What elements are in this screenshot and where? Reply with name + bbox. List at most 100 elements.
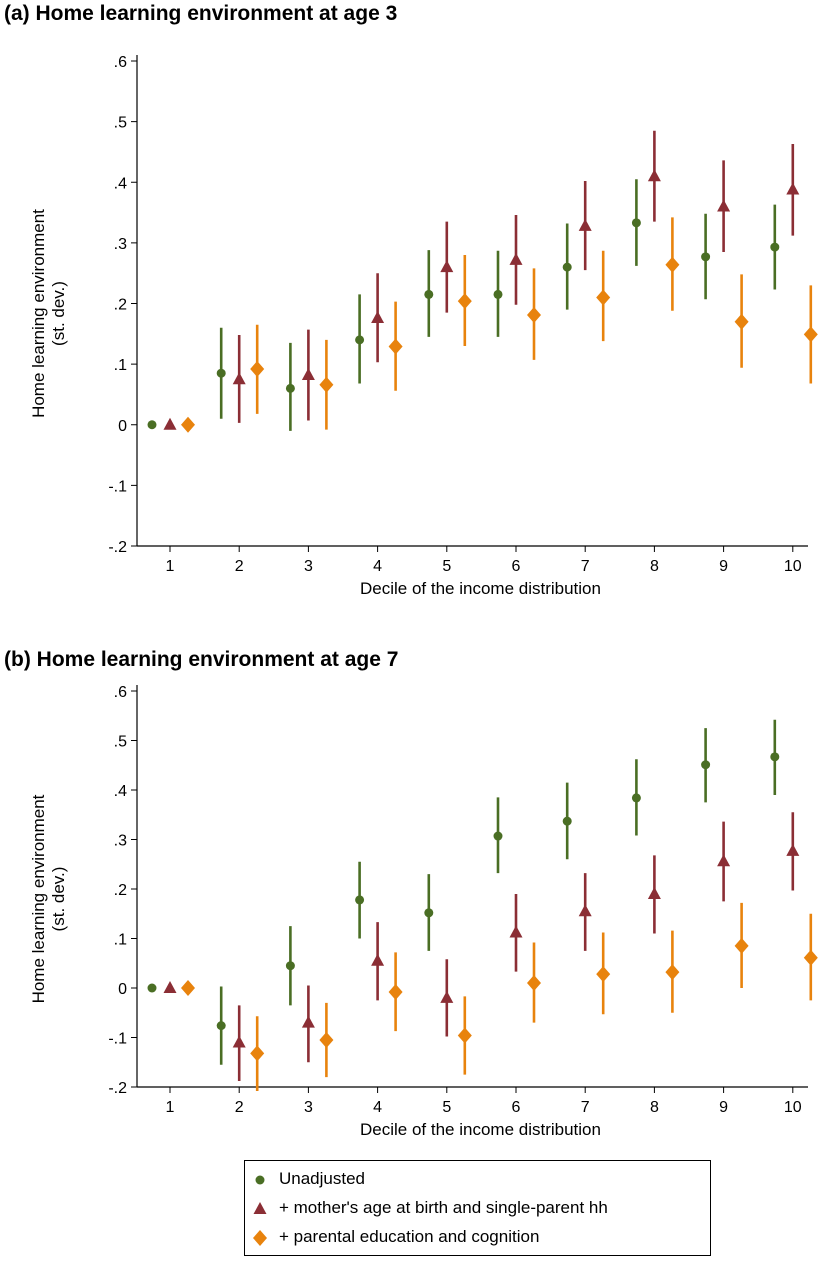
x-tick-label: 3 — [304, 558, 313, 575]
y-axis-label: (st. dev.) — [49, 281, 68, 346]
y-tick-label: -.1 — [108, 1031, 127, 1048]
y-tick-label: -.2 — [108, 1080, 127, 1097]
data-point — [147, 420, 157, 430]
data-point — [631, 793, 641, 803]
series-unadjusted — [147, 719, 780, 1065]
y-tick-label: .5 — [114, 115, 127, 132]
x-tick-label: 1 — [166, 558, 175, 575]
data-point — [355, 895, 365, 905]
data-point — [285, 961, 295, 971]
legend-item-unadjusted: Unadjusted — [245, 1167, 710, 1193]
data-point — [232, 1035, 246, 1048]
data-point — [163, 417, 177, 430]
y-tick-label: .2 — [114, 297, 127, 314]
chart-panel-a: -.2 -.1 0 .1 .2 .3 .4 .5 .6 1 2 3 4 5 6 7 8 9 10 Decile of … — [29, 54, 818, 598]
y-tick-label: .1 — [114, 932, 127, 949]
series-unadjusted — [147, 179, 780, 431]
series-mother — [163, 812, 800, 1082]
x-tick-label: 2 — [235, 558, 244, 575]
series-mother — [163, 130, 800, 430]
data-point — [181, 980, 195, 996]
legend-label: + parental education and cognition — [279, 1227, 540, 1246]
y-tick-label: .4 — [114, 783, 127, 800]
y-tick-label: -.2 — [108, 539, 127, 556]
data-point — [493, 831, 503, 841]
data-point — [371, 953, 385, 966]
triangle-marker-icon — [253, 1202, 267, 1214]
x-tick-label: 2 — [235, 1099, 244, 1116]
y-tick-label: 0 — [118, 418, 127, 435]
data-point — [701, 760, 711, 770]
data-point — [578, 218, 592, 231]
y-axis-label: (st. dev.) — [49, 867, 68, 932]
y-tick-label: -.1 — [108, 478, 127, 495]
data-point — [665, 256, 680, 273]
data-point — [440, 260, 454, 273]
y-tick-label: .4 — [114, 175, 127, 192]
legend-item-parental: + parental education and cognition — [245, 1225, 710, 1251]
x-tick-label: 8 — [650, 1099, 659, 1116]
data-point — [734, 937, 749, 954]
data-point — [578, 904, 592, 917]
data-point — [803, 949, 818, 966]
data-point — [355, 335, 365, 345]
x-tick-label: 9 — [719, 558, 728, 575]
series-parental — [181, 902, 818, 1091]
y-tick-label: .2 — [114, 882, 127, 899]
y-tick-label: .1 — [114, 357, 127, 374]
panel-a-title: (a) Home learning environment at age 3 — [4, 2, 398, 25]
chart-panel-b: -.2 -.1 0 .1 .2 .3 .4 .5 .6 1 2 3 4 5 6 7 8 9 10 Decile of … — [29, 684, 818, 1139]
y-tick-label: .6 — [114, 684, 127, 701]
data-point — [527, 975, 541, 992]
x-axis-label: Decile of the income distribution — [360, 579, 601, 598]
data-point — [440, 990, 454, 1003]
x-axis-label: Decile of the income distribution — [360, 1120, 601, 1139]
data-point — [717, 854, 731, 867]
diamond-marker-icon — [253, 1230, 267, 1246]
data-point — [424, 289, 434, 299]
data-point — [647, 169, 661, 182]
data-point — [181, 416, 195, 433]
data-point — [509, 925, 523, 938]
data-point — [770, 752, 780, 762]
legend-item-mother: + mother's age at birth and single-paren… — [245, 1196, 710, 1222]
data-point — [319, 1031, 334, 1048]
x-tick-label: 10 — [784, 558, 802, 575]
data-point — [527, 307, 541, 324]
x-tick-label: 6 — [512, 1099, 521, 1116]
y-tick-label: .5 — [114, 734, 127, 751]
data-point — [717, 199, 731, 212]
x-tick-label: 4 — [373, 1099, 382, 1116]
data-point — [701, 252, 711, 262]
data-point — [216, 368, 226, 378]
data-point — [457, 1027, 472, 1044]
data-point — [388, 983, 403, 1000]
data-point — [803, 326, 818, 343]
x-tick-label: 4 — [373, 558, 382, 575]
data-point — [665, 964, 680, 981]
x-tick-label: 3 — [304, 1099, 313, 1116]
legend-label: Unadjusted — [279, 1169, 366, 1188]
y-axis-label: Home learning environment — [29, 794, 48, 1003]
x-tick-label: 10 — [784, 1099, 802, 1116]
x-tick-label: 7 — [581, 1099, 590, 1116]
data-point — [388, 338, 403, 355]
data-point — [285, 383, 295, 393]
x-tick-label: 8 — [650, 558, 659, 575]
data-point — [163, 981, 177, 993]
data-point — [631, 218, 641, 228]
data-point — [457, 293, 472, 310]
data-point — [562, 816, 572, 826]
data-point — [147, 983, 157, 993]
data-point — [786, 843, 800, 856]
x-tick-label: 6 — [512, 558, 521, 575]
data-point — [232, 372, 246, 385]
data-point — [734, 313, 749, 330]
y-tick-label: 0 — [118, 981, 127, 998]
data-point — [596, 289, 611, 306]
panel-b-title: (b) Home learning environment at age 7 — [4, 648, 399, 671]
x-tick-label: 9 — [719, 1099, 728, 1116]
data-point — [319, 376, 334, 393]
series-parental — [181, 217, 818, 433]
